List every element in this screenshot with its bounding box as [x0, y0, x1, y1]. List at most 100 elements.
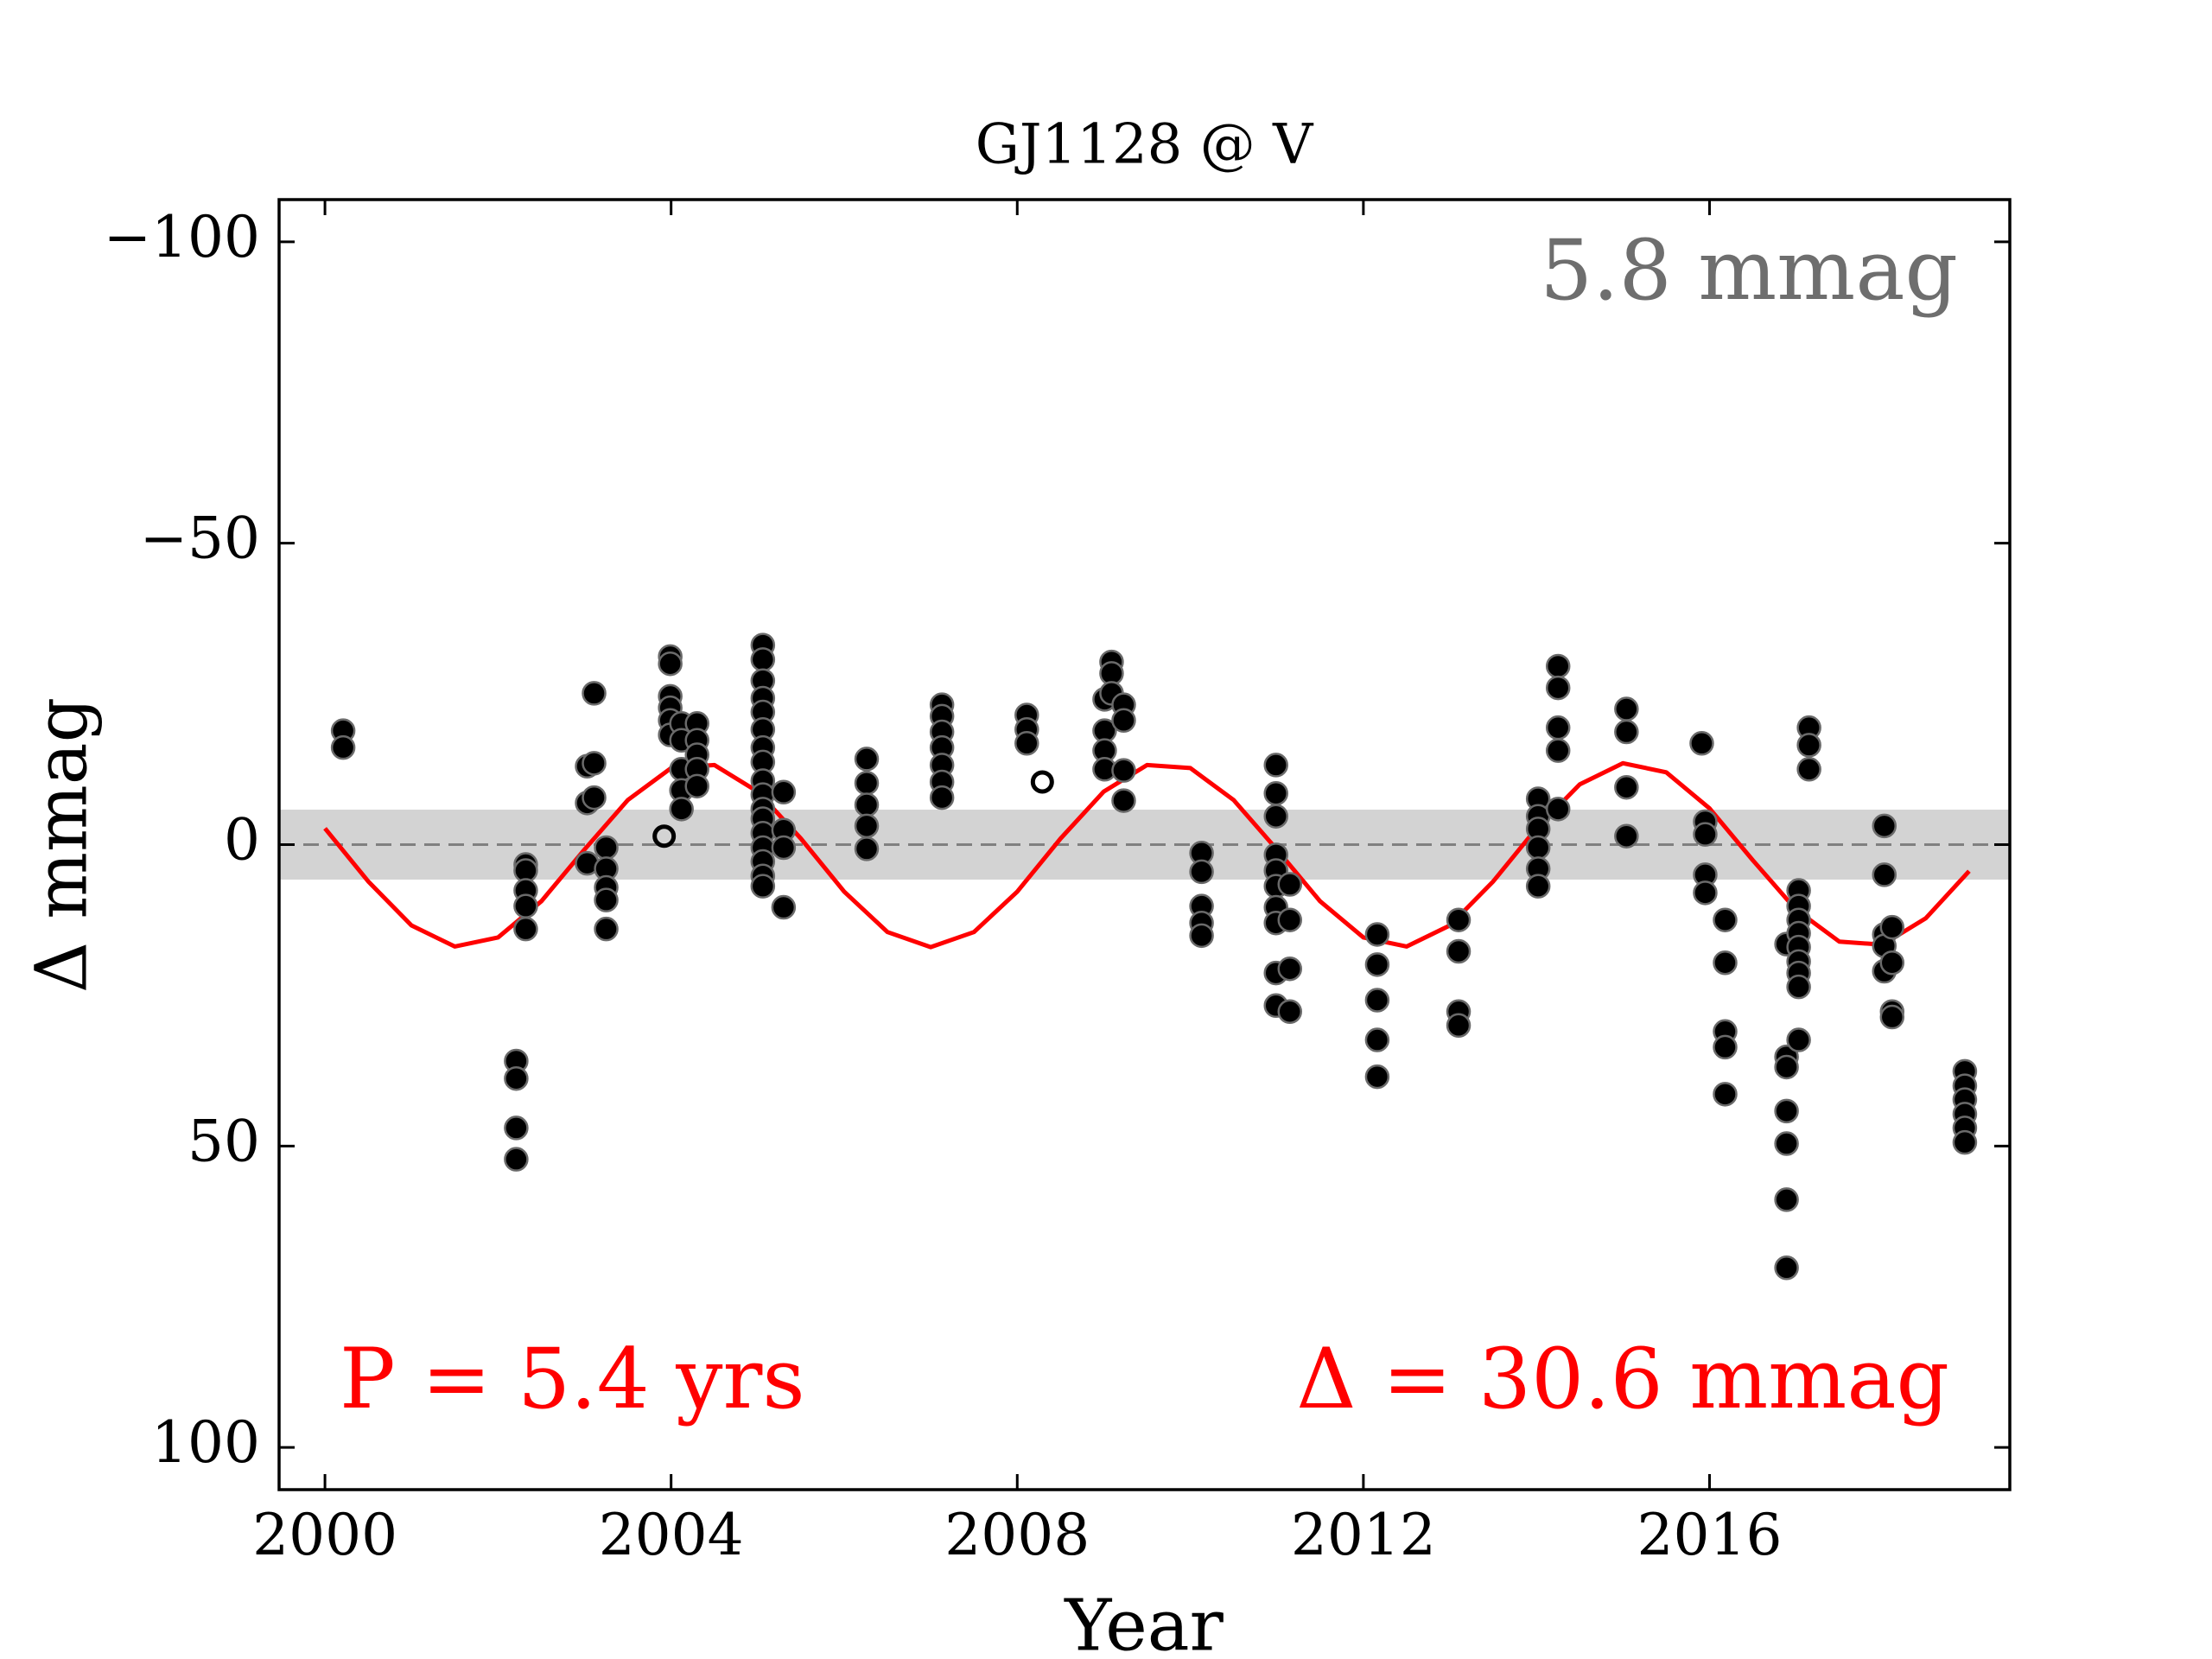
point — [1879, 1004, 1905, 1030]
y-tick-label: −50 — [140, 505, 260, 572]
point — [1614, 823, 1639, 849]
point — [1446, 1013, 1471, 1039]
point — [1545, 675, 1571, 701]
point — [684, 773, 709, 799]
point — [669, 797, 694, 822]
point — [1774, 1187, 1799, 1212]
point — [750, 647, 776, 672]
point — [504, 1116, 529, 1141]
point — [1263, 804, 1288, 829]
point — [1446, 938, 1471, 964]
point — [1796, 733, 1821, 758]
point — [1364, 952, 1390, 977]
fit-line — [323, 760, 1971, 950]
point — [1713, 950, 1738, 976]
y-tick-label: 100 — [151, 1409, 260, 1476]
point — [1786, 1027, 1811, 1052]
point — [582, 681, 607, 706]
point — [1545, 715, 1571, 741]
annotation: Δ = 30.6 mmag — [1296, 1331, 1949, 1427]
chart-title: GJ1128 @ V — [976, 113, 1314, 177]
point — [1689, 731, 1714, 756]
point — [771, 835, 797, 861]
point — [330, 734, 356, 760]
point — [1774, 1255, 1799, 1281]
scatter-band — [279, 810, 2010, 880]
point — [1277, 907, 1303, 932]
point — [582, 751, 607, 776]
point — [1545, 738, 1571, 763]
x-axis-label: Year — [1064, 1586, 1224, 1659]
point — [854, 813, 880, 839]
x-tick-label: 2004 — [599, 1502, 744, 1568]
point — [1111, 708, 1136, 734]
point — [504, 1147, 529, 1172]
point — [1189, 923, 1214, 949]
point — [1189, 859, 1214, 885]
point — [594, 835, 619, 861]
point — [1713, 907, 1738, 932]
point — [1879, 950, 1905, 976]
annotation: 5.8 mmag — [1540, 222, 1958, 319]
point — [1277, 872, 1303, 897]
point — [854, 792, 880, 817]
point — [1364, 988, 1390, 1013]
point — [594, 887, 619, 912]
point — [1525, 835, 1551, 861]
y-axis-label: Δ mmag — [22, 697, 104, 993]
point — [929, 785, 955, 810]
x-tick-label: 2016 — [1637, 1502, 1782, 1568]
point — [1774, 1131, 1799, 1156]
y-tick-label: 50 — [188, 1108, 260, 1174]
y-tick-label: −100 — [104, 204, 260, 270]
point — [1786, 974, 1811, 1000]
point — [1364, 922, 1390, 947]
point — [854, 747, 880, 772]
point — [1879, 914, 1905, 940]
point — [1796, 757, 1821, 782]
point — [582, 785, 607, 810]
point — [504, 1065, 529, 1091]
point — [771, 894, 797, 920]
point — [1525, 874, 1551, 899]
point — [1446, 907, 1471, 932]
point — [658, 651, 683, 677]
point — [1774, 1054, 1799, 1080]
point — [1872, 862, 1897, 887]
open-point — [1030, 770, 1054, 794]
point — [1713, 1034, 1738, 1060]
point — [1263, 780, 1288, 806]
open-point — [652, 824, 677, 849]
point — [1014, 731, 1039, 756]
point — [1713, 1082, 1738, 1107]
point — [1263, 753, 1288, 778]
annotation: P = 5.4 yrs — [340, 1331, 805, 1427]
x-tick-label: 2000 — [252, 1502, 397, 1568]
point — [750, 874, 776, 899]
x-tick-label: 2012 — [1291, 1502, 1436, 1568]
x-tick-label: 2008 — [944, 1502, 1090, 1568]
point — [1614, 719, 1639, 745]
point — [1277, 956, 1303, 982]
point — [854, 836, 880, 861]
point — [1952, 1129, 1978, 1155]
point — [1545, 797, 1571, 822]
point — [1364, 1027, 1390, 1052]
point — [1614, 696, 1639, 721]
point — [1111, 758, 1136, 783]
point — [1111, 788, 1136, 813]
point — [1364, 1064, 1390, 1090]
point — [1545, 653, 1571, 679]
point — [513, 916, 538, 942]
point — [771, 779, 797, 805]
point — [1872, 813, 1897, 839]
point — [594, 916, 619, 942]
point — [1277, 999, 1303, 1025]
point — [513, 893, 538, 918]
point — [1693, 822, 1718, 847]
point — [854, 771, 880, 796]
point — [1693, 880, 1718, 906]
point — [1614, 774, 1639, 800]
point — [1774, 1098, 1799, 1124]
